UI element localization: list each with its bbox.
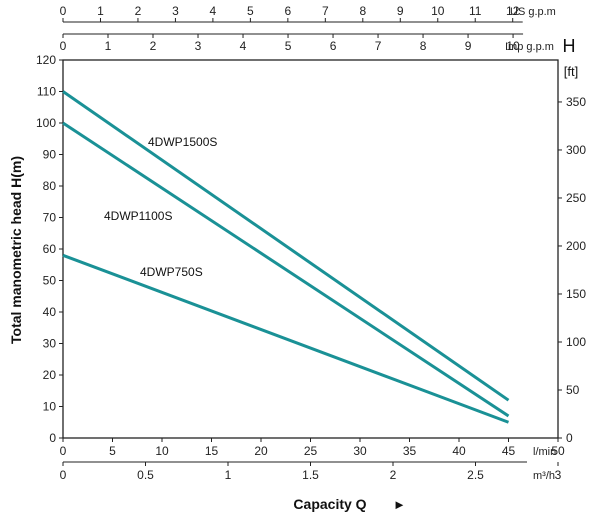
- x-unit-label: l/min: [533, 446, 556, 458]
- y-tick-label: 10: [43, 400, 57, 414]
- top-us-tick-label: 7: [322, 4, 329, 18]
- y-tick-label: 70: [43, 211, 57, 225]
- x2-unit-label: m³/h: [533, 470, 555, 482]
- y-tick-label: 50: [43, 274, 57, 288]
- top-imp-tick-label: 6: [330, 39, 337, 53]
- x-tick-label: 25: [304, 444, 318, 458]
- y-tick-label: 80: [43, 179, 57, 193]
- x-tick-label: 5: [109, 444, 116, 458]
- x-tick-label: 35: [403, 444, 417, 458]
- y-tick-label: 30: [43, 337, 57, 351]
- top-us-tick-label: 4: [210, 4, 217, 18]
- y2-axis-title-h: H: [563, 36, 576, 56]
- y2-tick-label: 250: [566, 191, 586, 205]
- x2-tick-label: 3: [555, 468, 562, 482]
- series-line-4dwp750s: [62, 253, 510, 424]
- top-us-tick-label: 2: [135, 4, 142, 18]
- y-tick-label: 90: [43, 148, 57, 162]
- x2-tick-label: 2.5: [467, 468, 484, 482]
- top-imp-unit-label: Imp g.p.m: [505, 41, 554, 53]
- top-imp-tick-label: 3: [195, 39, 202, 53]
- top-imp-tick-label: 8: [420, 39, 427, 53]
- top-us-tick-label: 11: [469, 4, 482, 18]
- top-us-tick-label: 1: [97, 4, 104, 18]
- series-line-4dwp1100s: [62, 121, 510, 418]
- top-imp-tick-label: 9: [465, 39, 472, 53]
- y-tick-label: 40: [43, 305, 57, 319]
- x2-tick-label: 0.5: [137, 468, 154, 482]
- y2-tick-label: 350: [566, 95, 586, 109]
- x-tick-label: 10: [155, 444, 169, 458]
- x-tick-label: 30: [353, 444, 367, 458]
- y-axis-title: Total manometric head H(m): [8, 156, 24, 344]
- top-imp-tick-label: 7: [375, 39, 382, 53]
- top-us-tick-label: 9: [397, 4, 404, 18]
- top-imp-tick-label: 0: [60, 39, 67, 53]
- x2-tick-label: 0: [60, 468, 67, 482]
- x-tick-label: 15: [205, 444, 219, 458]
- x2-tick-label: 1: [225, 468, 232, 482]
- series-label-4dwp1500s: 4DWP1500S: [148, 135, 217, 149]
- x-tick-label: 40: [452, 444, 466, 458]
- x-axis-title: Capacity Q: [293, 496, 366, 512]
- top-us-tick-label: 5: [247, 4, 254, 18]
- top-imp-tick-label: 1: [105, 39, 112, 53]
- top-imp-tick-label: 4: [240, 39, 247, 53]
- top-us-tick-label: 0: [60, 4, 67, 18]
- x-tick-label: 45: [502, 444, 516, 458]
- series-label-4dwp1100s: 4DWP1100S: [104, 209, 172, 223]
- x-tick-label: 0: [60, 444, 67, 458]
- y2-tick-label: 0: [566, 431, 573, 445]
- x-axis-arrow: ►: [393, 497, 406, 512]
- y-tick-label: 60: [43, 242, 57, 256]
- x2-tick-label: 2: [390, 468, 397, 482]
- top-imp-tick-label: 2: [150, 39, 157, 53]
- series-line-4dwp1500s: [62, 90, 510, 402]
- y2-tick-label: 300: [566, 143, 586, 157]
- y-tick-label: 120: [36, 53, 56, 67]
- top-us-tick-label: 10: [431, 4, 445, 18]
- y2-axis-title-ft: [ft]: [564, 64, 578, 79]
- y-tick-label: 100: [36, 116, 56, 130]
- y2-tick-label: 150: [566, 287, 586, 301]
- y-tick-label: 110: [37, 85, 56, 99]
- x-tick-label: 20: [254, 444, 268, 458]
- top-imp-tick-label: 5: [285, 39, 292, 53]
- y2-tick-label: 100: [566, 335, 586, 349]
- series-label-4dwp750s: 4DWP750S: [140, 265, 203, 279]
- x2-tick-label: 1.5: [302, 468, 319, 482]
- x-tick-label: 50: [551, 444, 565, 458]
- top-us-tick-label: 8: [359, 4, 366, 18]
- top-us-tick-label: 12: [506, 4, 520, 18]
- top-imp-tick-label: 10: [506, 39, 520, 53]
- top-us-tick-label: 6: [285, 4, 292, 18]
- y2-tick-label: 50: [566, 383, 580, 397]
- top-us-unit-label: US g.p.m: [510, 6, 556, 18]
- y-tick-label: 0: [49, 431, 56, 445]
- y2-tick-label: 200: [566, 239, 586, 253]
- top-us-tick-label: 3: [172, 4, 179, 18]
- y-tick-label: 20: [43, 368, 57, 382]
